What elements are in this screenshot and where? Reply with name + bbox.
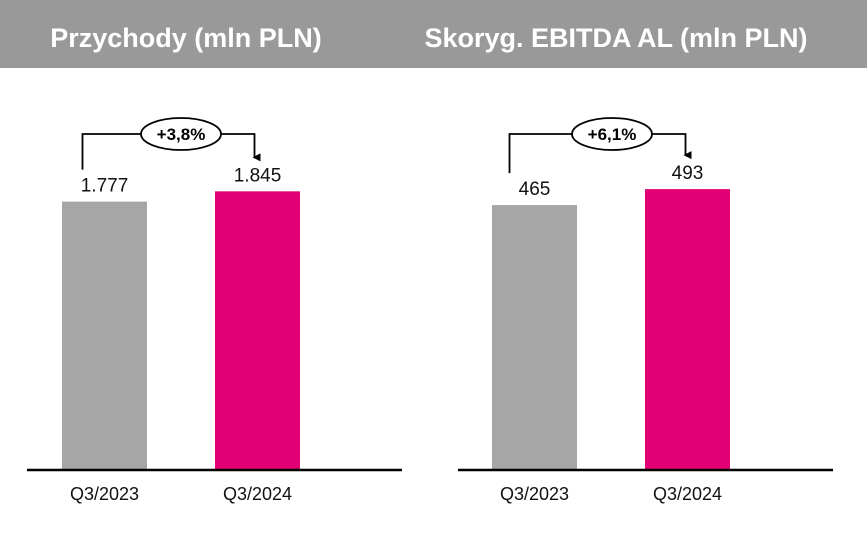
- header-bar: [0, 0, 867, 68]
- growth-bubble: [140, 117, 222, 151]
- value-label: 465: [519, 179, 551, 200]
- growth-label: +3,8%: [157, 125, 206, 144]
- growth-bubble: [571, 117, 653, 151]
- bar-q3-2023: [62, 201, 147, 471]
- growth-label: +6,1%: [588, 125, 637, 144]
- category-tick-label: Q3/2024: [653, 484, 722, 504]
- bar-q3-2023: [492, 205, 577, 470]
- category-tick-label: Q3/2024: [223, 484, 292, 504]
- value-label: 1.845: [234, 165, 282, 186]
- category-tick-label: Q3/2023: [70, 484, 139, 504]
- bar-q3-2024: [215, 191, 300, 470]
- value-label: 493: [672, 163, 704, 184]
- bar-q3-2024: [645, 189, 730, 471]
- value-label: 1.777: [81, 176, 129, 197]
- chart-title-ebitda: Skoryg. EBITDA AL (mln PLN): [424, 23, 808, 53]
- chart-title-revenue: Przychody (mln PLN): [50, 23, 322, 53]
- category-tick-label: Q3/2023: [500, 484, 569, 504]
